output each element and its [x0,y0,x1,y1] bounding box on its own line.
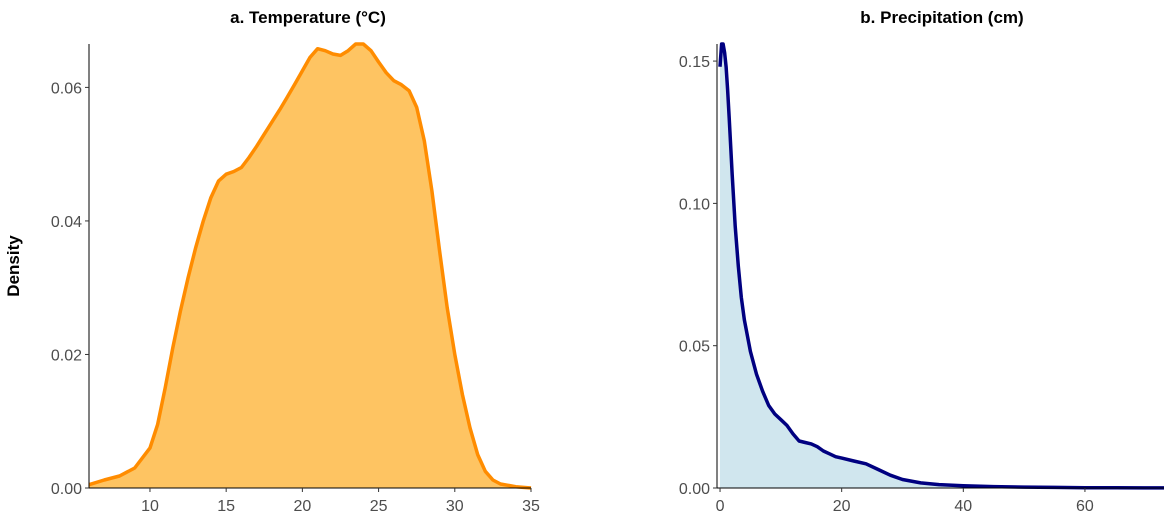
y-tick-label-temperature: 0.04 [51,214,82,231]
panel-temperature: a. Temperature (°C) 10 15 20 25 30 35 0.000.0… [51,8,540,515]
y-tick-label-precipitation: 0.15 [679,54,710,71]
density-line-precipitation [718,42,1164,490]
x-ticks-precipitation: 0 20 40 60 [716,488,1094,515]
y-tick-label-temperature: 0.00 [51,481,82,498]
panel-precipitation: b. Precipitation (cm) 0 20 40 60 0.000.050.… [679,8,1164,515]
y-tick-label-temperature: 0.02 [51,347,82,364]
y-tick-label-precipitation: 0.10 [679,196,710,213]
chart-title-temperature: a. Temperature (°C) [230,8,386,27]
y-ticks-temperature: 0.00 0.02 0.04 0.06 [51,80,89,498]
x-tick-label-temperature: 35 [522,498,540,515]
y-tick-label-temperature: 0.06 [51,80,82,97]
density-line-temperature [88,42,532,490]
x-tick-label-precipitation: 60 [1076,498,1094,515]
x-tick-label-precipitation: 0 [716,498,725,515]
density-area-precipitation [720,44,1164,488]
x-tick-label-temperature: 30 [446,498,464,515]
x-tick-label-temperature: 20 [293,498,311,515]
x-ticks-temperature: 10 15 20 25 30 35 [141,488,540,515]
chart-title-precipitation: b. Precipitation (cm) [860,8,1023,27]
y-tick-label-precipitation: 0.05 [679,339,710,356]
x-tick-label-precipitation: 20 [833,498,851,515]
y-tick-label-precipitation: 0.00 [679,481,710,498]
y-axis-label: Density [4,235,23,297]
y-ticks-precipitation: 0.00 0.05 0.10 0.15 [679,54,717,498]
x-tick-label-temperature: 25 [370,498,388,515]
x-tick-label-temperature: 15 [217,498,235,515]
density-area-temperature [89,44,531,488]
x-tick-label-temperature: 10 [141,498,159,515]
x-tick-label-precipitation: 40 [954,498,972,515]
